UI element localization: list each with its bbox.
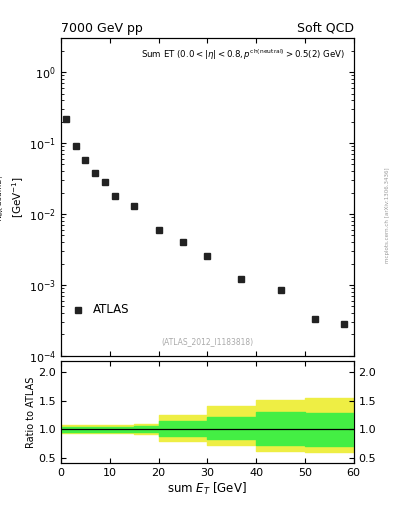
Text: 7000 GeV pp: 7000 GeV pp: [61, 22, 143, 35]
Text: (ATLAS_2012_I1183818): (ATLAS_2012_I1183818): [161, 337, 253, 346]
Y-axis label: Ratio to ATLAS: Ratio to ATLAS: [26, 376, 35, 448]
X-axis label: sum $E_T$ [GeV]: sum $E_T$ [GeV]: [167, 481, 247, 497]
Text: Sum ET $(0.0 < |\eta| < 0.8, p^\mathsf{ch(neutral)} > 0.5(2)$ GeV): Sum ET $(0.0 < |\eta| < 0.8, p^\mathsf{c…: [141, 48, 345, 62]
Text: Soft QCD: Soft QCD: [297, 22, 354, 35]
Text: ATLAS: ATLAS: [93, 303, 129, 316]
Text: mcplots.cern.ch [arXiv:1306.3436]: mcplots.cern.ch [arXiv:1306.3436]: [385, 167, 389, 263]
Y-axis label: $\frac{1}{N_\mathsf{evt}}\frac{d\,N_\mathsf{evt}}{d\,\mathsf{sum}\,E_T}$
[GeV$^{: $\frac{1}{N_\mathsf{evt}}\frac{d\,N_\mat…: [0, 174, 26, 221]
